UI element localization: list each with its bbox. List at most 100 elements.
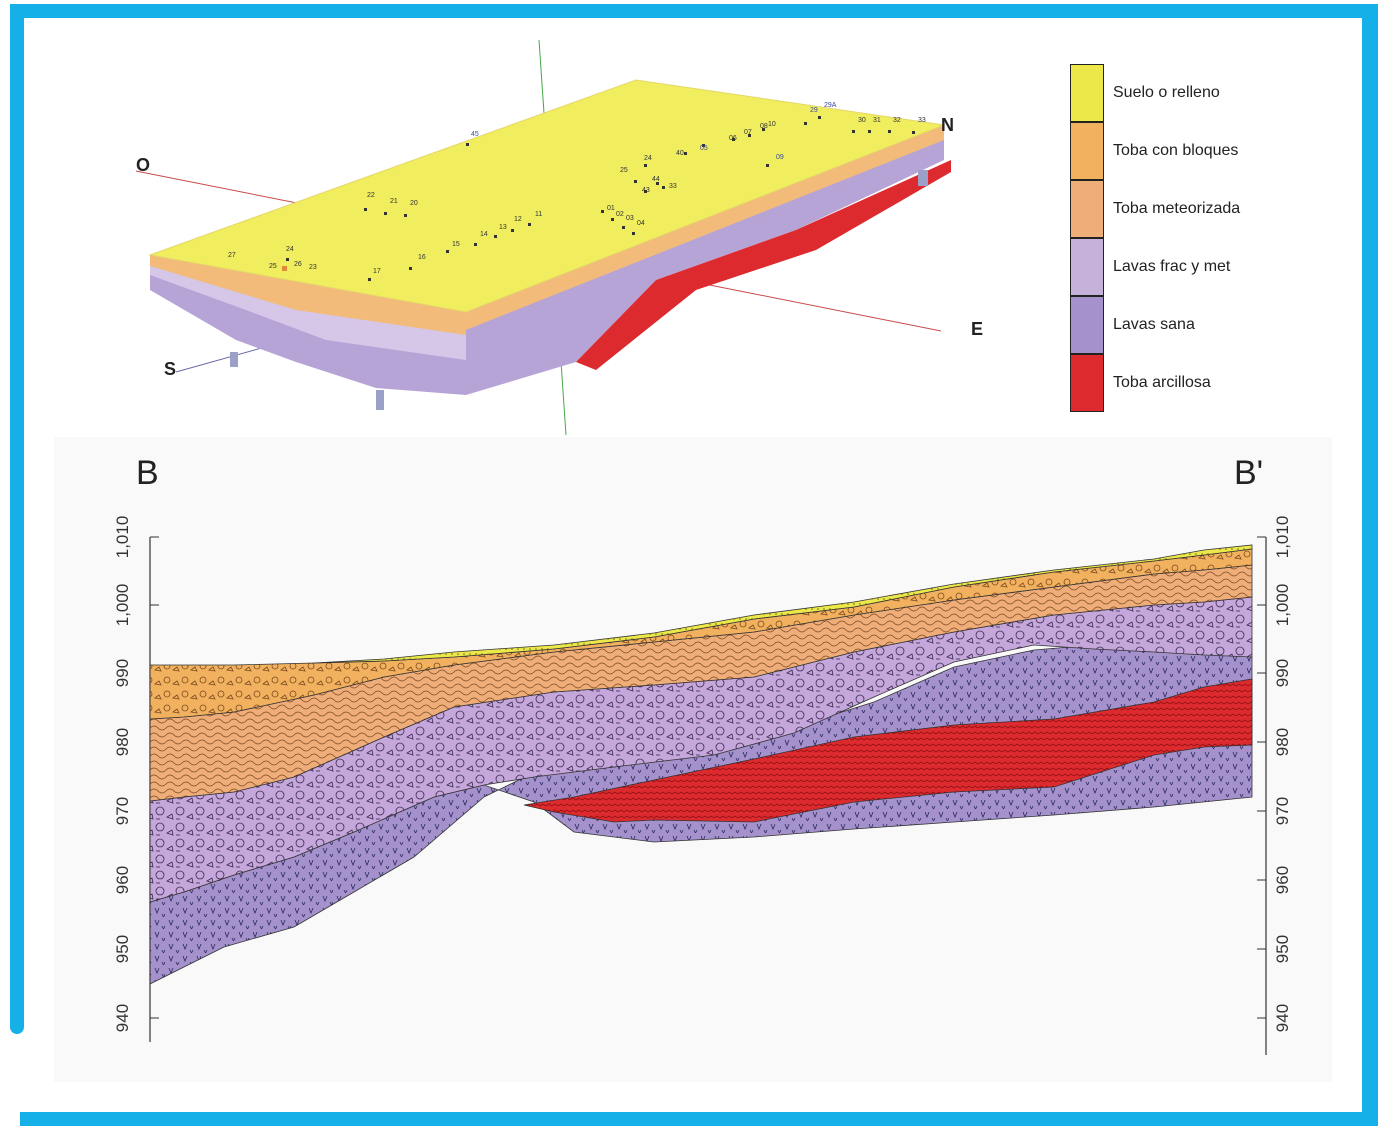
borehole-label: 31: [873, 117, 881, 124]
borehole-marker: [868, 130, 871, 133]
borehole-label: 21: [390, 198, 398, 205]
tick-label: 1,000: [1273, 584, 1292, 627]
tick-label: 970: [1273, 797, 1292, 825]
borehole-marker: [852, 130, 855, 133]
borehole-marker: [511, 229, 514, 232]
frame-bottom: [20, 1112, 1378, 1126]
borehole-label: 29A: [824, 102, 837, 109]
borehole-marker: [622, 226, 625, 229]
borehole-marker: [818, 116, 821, 119]
tick-label: 1,010: [1273, 516, 1292, 559]
side-face-toba-arcillosa: [576, 160, 951, 370]
borehole-label: 15: [452, 241, 460, 248]
borehole-marker: [601, 210, 604, 213]
block-diagram-3d: O S N E 45 22 21 20 27 24 25 26 23 17 16…: [96, 39, 1026, 436]
borehole-marker: [662, 186, 665, 189]
borehole-marker: [732, 138, 735, 141]
borehole-marker: [702, 144, 705, 147]
borehole-marker: [912, 131, 915, 134]
layer-toba-arcillosa-pattern: [523, 678, 1253, 823]
borehole-marker: [466, 143, 469, 146]
borehole-label: 26: [294, 261, 302, 268]
side-face-toba: [466, 125, 944, 330]
legend-swatch: [1070, 122, 1104, 180]
borehole-marker: [888, 130, 891, 133]
borehole-marker: [611, 218, 614, 221]
borehole-marker: [446, 250, 449, 253]
cross-section: B B' 940 950 960 970 980 990 1,000 1,010: [54, 437, 1332, 1082]
borehole-markers: 45 22 21 20 27 24 25 26 23 17 16 15 14 1…: [228, 102, 926, 281]
borehole-label: 33: [918, 117, 926, 124]
borehole-label: 16: [418, 254, 426, 261]
legend-swatch: [1070, 238, 1104, 296]
borehole-label: 06: [729, 135, 737, 142]
borehole-label: 17: [373, 268, 381, 275]
borehole-label: 23: [309, 264, 317, 271]
compass-east: E: [971, 319, 983, 339]
legend-swatch: [1070, 180, 1104, 238]
borehole-marker: [404, 214, 407, 217]
tick-label: 1,010: [113, 516, 132, 559]
legend-label: Suelo o relleno: [1113, 84, 1220, 101]
tick-label: 980: [113, 728, 132, 756]
legend-label: Lavas frac y met: [1113, 258, 1231, 275]
tick-label: 990: [113, 659, 132, 687]
borehole-label: 07: [744, 129, 752, 136]
compass-north: N: [941, 115, 954, 135]
legend: Suelo o relleno Toba con bloques Toba me…: [1030, 40, 1330, 430]
strata: [149, 544, 1253, 985]
tick-label: 960: [113, 866, 132, 894]
borehole-label: 27: [228, 252, 236, 259]
borehole-marker: [364, 208, 367, 211]
borehole-label: 04: [637, 220, 645, 227]
compass-west: O: [136, 155, 150, 175]
borehole-marker: [766, 164, 769, 167]
borehole-marker: [748, 134, 751, 137]
borehole-marker: [656, 182, 659, 185]
borehole-label: 13: [499, 224, 507, 231]
borehole-marker: [528, 223, 531, 226]
cross-section-svg: B B' 940 950 960 970 980 990 1,000 1,010: [113, 454, 1292, 1055]
block-diagram-svg: O S N E 45 22 21 20 27 24 25 26 23 17 16…: [135, 39, 983, 436]
tick-label: 970: [113, 797, 132, 825]
borehole-marker: [804, 122, 807, 125]
borehole-label: 22: [367, 192, 375, 199]
side-face-lavas: [466, 125, 944, 395]
borehole-label: 10: [768, 121, 776, 128]
borehole-label: 11: [535, 211, 542, 218]
frame-right: [1362, 4, 1378, 1126]
legend-item-toba-bloques: Toba con bloques: [1070, 122, 1330, 180]
borehole-label: 24: [286, 246, 294, 253]
tick-label: 950: [1273, 935, 1292, 963]
legend-item-lavas-frac: Lavas frac y met: [1070, 238, 1330, 296]
borehole-label: 25: [620, 167, 628, 174]
borehole-label: 03: [626, 215, 634, 222]
front-face-toba: [150, 255, 466, 335]
frame-left: [10, 4, 24, 1034]
legend-item-toba-arcillosa: Toba arcillosa: [1070, 354, 1330, 412]
borehole-label: 20: [410, 200, 418, 207]
borehole-marker: [644, 190, 647, 193]
left-elevation-axis: 940 950 960 970 980 990 1,000 1,010: [113, 516, 159, 1042]
borehole-label: 09: [776, 154, 784, 161]
tick-label: 980: [1273, 728, 1292, 756]
section-start-label: B: [136, 454, 159, 492]
borehole-marker: [368, 278, 371, 281]
borehole-label: 05: [700, 145, 708, 152]
borehole-label: 45: [471, 131, 479, 138]
borehole-label: 30: [858, 117, 866, 124]
compass-south: S: [164, 359, 176, 379]
tick-label: 940: [1273, 1004, 1292, 1032]
borehole-stub: [918, 170, 928, 186]
borehole-label: 29: [810, 107, 818, 114]
borehole-label: 12: [514, 216, 522, 223]
borehole-stub: [230, 352, 238, 367]
borehole-label: 44: [652, 176, 660, 183]
borehole-marker: [494, 235, 497, 238]
tick-label: 1,000: [113, 584, 132, 627]
borehole-stub: [376, 390, 384, 410]
borehole-marker: [474, 243, 477, 246]
top-surface: [148, 79, 946, 313]
borehole-label: 25: [269, 263, 277, 270]
legend-swatch: [1070, 296, 1104, 354]
